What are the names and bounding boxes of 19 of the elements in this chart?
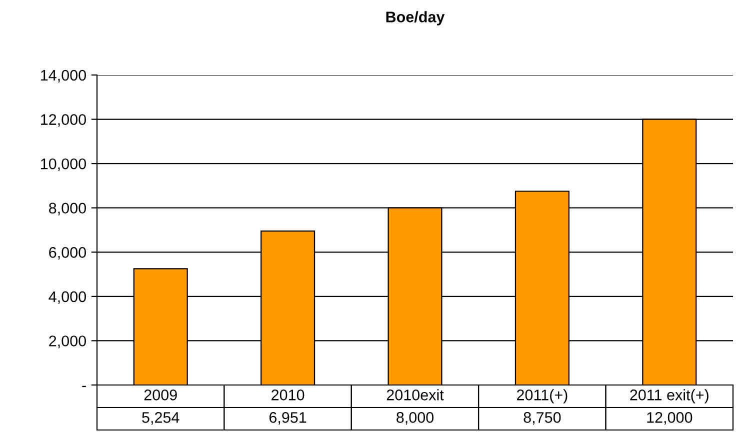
data-label: 12,000 [647, 412, 692, 425]
data-label: 8,000 [396, 412, 434, 425]
y-tick-label: 8,000 [49, 202, 86, 216]
x-tick-label: 2011 exit(+) [630, 389, 708, 404]
data-label: 6,951 [269, 412, 306, 425]
chart-title: Boe/day [386, 11, 445, 26]
y-tick-label: 10,000 [41, 158, 86, 172]
x-tick-label: 2011(+) [516, 389, 568, 404]
y-tick-label: 6,000 [49, 247, 86, 260]
y-tick-label: 14,000 [41, 70, 86, 82]
y-tick-label: - [82, 386, 86, 388]
x-tick-label: 2010exit [386, 389, 444, 400]
y-tick-label: 2,000 [49, 336, 86, 348]
y-tick-label: 12,000 [41, 114, 86, 127]
x-tick-label: 2010 [272, 390, 304, 400]
x-tick-label: 2009 [144, 390, 177, 400]
data-label: 5,254 [142, 412, 180, 425]
y-tick-label: 4,000 [48, 291, 86, 304]
data-label: 8,750 [524, 412, 561, 425]
